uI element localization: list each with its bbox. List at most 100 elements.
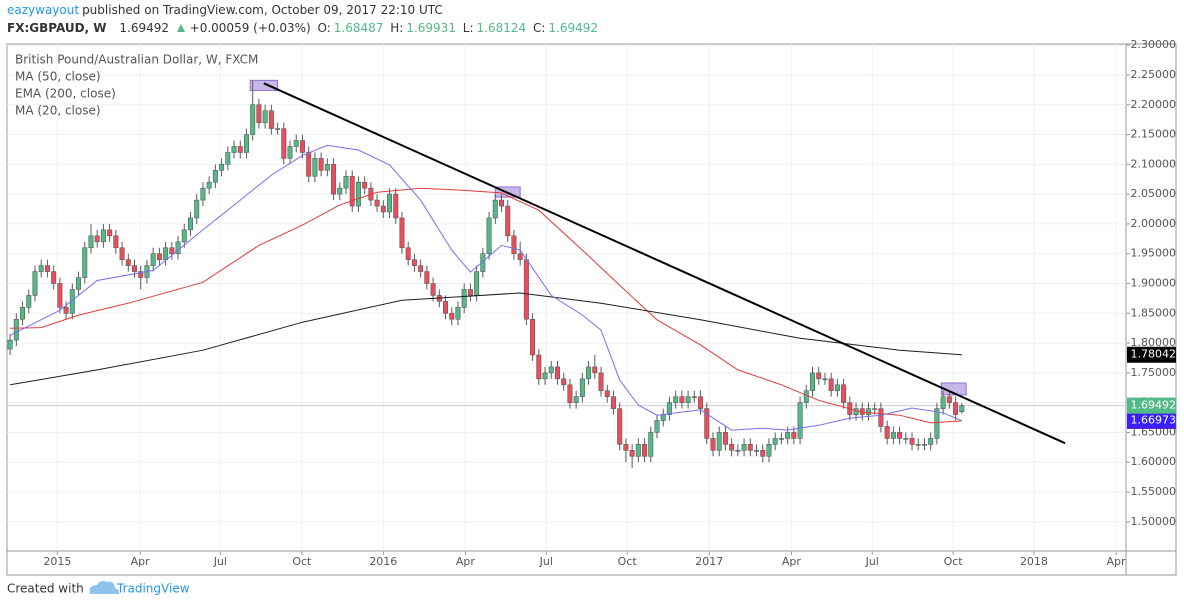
candle-body xyxy=(915,444,921,446)
candle-body xyxy=(125,259,131,266)
x-tick-label: Oct xyxy=(944,555,964,568)
candle-body xyxy=(778,438,784,440)
candle-body xyxy=(959,405,965,412)
series-price-label-bg xyxy=(1127,412,1176,429)
symbol-line: FX:GBPAUD, W 1.69492 +0.00059 (+0.03%) O… xyxy=(7,21,601,35)
series-price-label: 1.66973 xyxy=(1131,414,1177,427)
candle-body xyxy=(635,444,641,457)
candle-body xyxy=(890,432,896,439)
candle-body xyxy=(760,450,766,457)
candle-body xyxy=(623,444,629,451)
chart-title: British Pound/Australian Dollar, W, FXCM xyxy=(15,53,258,67)
author[interactable]: eazywayout xyxy=(7,3,80,17)
ma-line xyxy=(9,144,962,431)
candle-body xyxy=(934,408,940,439)
series-price-label-bg xyxy=(1127,346,1176,363)
x-tick-label: 2018 xyxy=(1020,555,1048,568)
candle-body xyxy=(698,396,704,409)
y-tick-label: 1.95000 xyxy=(1131,247,1177,260)
candle-body xyxy=(113,235,119,249)
ma-line xyxy=(10,187,962,424)
last-price-label-bg xyxy=(1127,397,1176,414)
candle-body xyxy=(754,450,760,452)
candle-body xyxy=(405,247,411,260)
grid xyxy=(7,44,1126,551)
candle-body xyxy=(897,432,903,439)
candle-body xyxy=(841,384,847,403)
y-tick-label: 1.85000 xyxy=(1131,306,1177,319)
candle-body xyxy=(772,438,778,445)
candle-body xyxy=(306,152,312,177)
y-tick-label: 2.30000 xyxy=(1131,38,1177,51)
x-tick-label: 2015 xyxy=(43,555,71,568)
candle-body xyxy=(822,378,828,381)
candle-body xyxy=(648,432,654,457)
candle-body xyxy=(243,134,249,153)
brand-link[interactable]: TradingView xyxy=(116,582,190,596)
candle-body xyxy=(206,181,212,189)
candle-body xyxy=(362,181,368,189)
candle-body xyxy=(722,432,728,445)
candle-body xyxy=(797,402,803,439)
candle-body xyxy=(511,235,517,255)
candle-body xyxy=(486,217,492,255)
candle-body xyxy=(355,181,361,207)
candle-body xyxy=(629,450,635,457)
candle-body xyxy=(187,217,193,231)
x-tick-label: Jul xyxy=(213,555,227,568)
candle-body xyxy=(474,271,480,296)
candle-body xyxy=(275,128,281,130)
candle-body xyxy=(554,366,560,380)
candle-body xyxy=(82,247,88,278)
legend-entry: MA (50, close) xyxy=(15,70,101,84)
x-tick-label: Apr xyxy=(782,555,802,568)
candle-body xyxy=(26,295,32,308)
plot-area xyxy=(7,79,1126,469)
candle-body xyxy=(834,384,840,392)
ma-line xyxy=(10,292,962,386)
candle-body xyxy=(729,444,735,451)
candle-body xyxy=(443,301,449,314)
candle-body xyxy=(660,414,666,421)
candle-body xyxy=(88,235,94,249)
candle-body xyxy=(349,175,355,207)
y-tick-label: 2.05000 xyxy=(1131,187,1177,200)
y-tick-label: 1.55000 xyxy=(1131,485,1177,498)
candle-body xyxy=(76,277,82,290)
candle-body xyxy=(598,372,604,392)
candle-body xyxy=(424,271,430,284)
candle-body xyxy=(318,158,324,171)
x-tick-label: Apr xyxy=(131,555,151,568)
candle-body xyxy=(884,426,890,439)
candle-body xyxy=(411,259,417,266)
candle-body xyxy=(666,402,672,415)
candle-body xyxy=(287,146,293,159)
low-value: 1.68124 xyxy=(476,21,527,35)
candle-body xyxy=(281,128,287,159)
candle-body xyxy=(132,265,138,272)
high-label: H: xyxy=(390,21,404,35)
publish-line: eazywayout published on TradingView.com, … xyxy=(7,3,446,17)
brand-logo[interactable] xyxy=(89,581,120,594)
candle-body xyxy=(592,366,598,374)
candle-body xyxy=(467,289,473,296)
candle-body xyxy=(710,438,716,451)
candle-body xyxy=(865,408,871,415)
candle-body xyxy=(337,187,343,195)
y-tick-label: 2.25000 xyxy=(1131,68,1177,81)
candle-body xyxy=(250,104,256,135)
low-label: L: xyxy=(462,21,474,35)
candle-body xyxy=(548,366,554,374)
candle-body xyxy=(878,408,884,427)
series-price-label: 1.78042 xyxy=(1131,348,1177,361)
candle-body xyxy=(38,265,44,272)
x-tick-label: Oct xyxy=(618,555,638,568)
y-tick-label: 2.15000 xyxy=(1131,128,1177,141)
candle-body xyxy=(530,318,536,356)
candle-body xyxy=(299,140,305,153)
close-value: 1.69492 xyxy=(548,21,599,35)
x-tick-label: 2017 xyxy=(695,555,723,568)
candle-body xyxy=(20,307,26,320)
candle-body xyxy=(617,408,623,445)
